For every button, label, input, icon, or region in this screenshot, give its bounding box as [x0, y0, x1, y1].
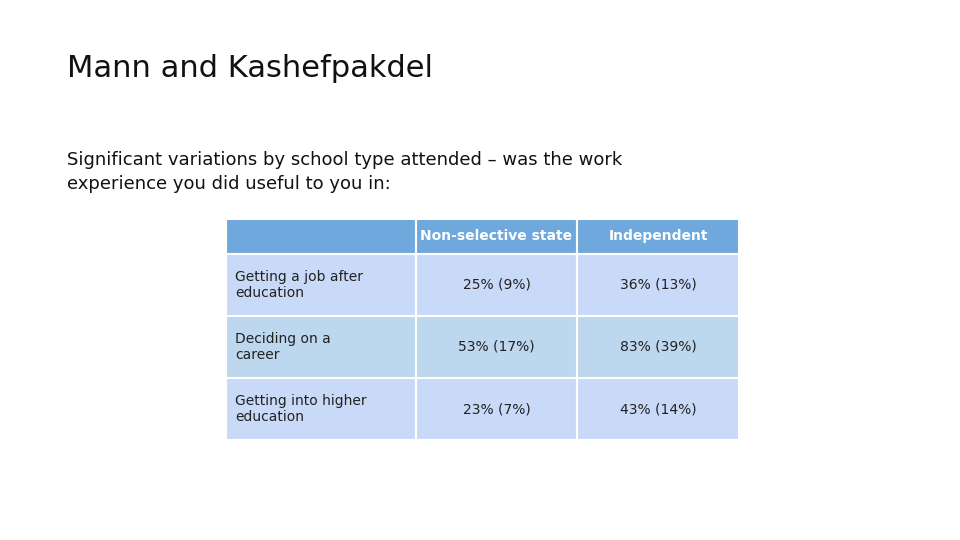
Text: 43% (14%): 43% (14%) [620, 402, 697, 416]
Text: 83% (39%): 83% (39%) [620, 340, 697, 354]
Text: 53% (17%): 53% (17%) [458, 340, 535, 354]
Text: 25% (9%): 25% (9%) [463, 278, 531, 292]
Text: Non-selective state: Non-selective state [420, 230, 572, 243]
Text: Independent: Independent [609, 230, 708, 243]
Text: Deciding on a
career: Deciding on a career [235, 332, 331, 362]
Text: 23% (7%): 23% (7%) [463, 402, 530, 416]
Text: 36% (13%): 36% (13%) [620, 278, 697, 292]
Text: Significant variations by school type attended – was the work
experience you did: Significant variations by school type at… [67, 151, 622, 193]
Text: Getting a job after
education: Getting a job after education [235, 270, 363, 300]
Text: Getting into higher
education: Getting into higher education [235, 394, 367, 424]
Text: Mann and Kashefpakdel: Mann and Kashefpakdel [67, 54, 433, 83]
